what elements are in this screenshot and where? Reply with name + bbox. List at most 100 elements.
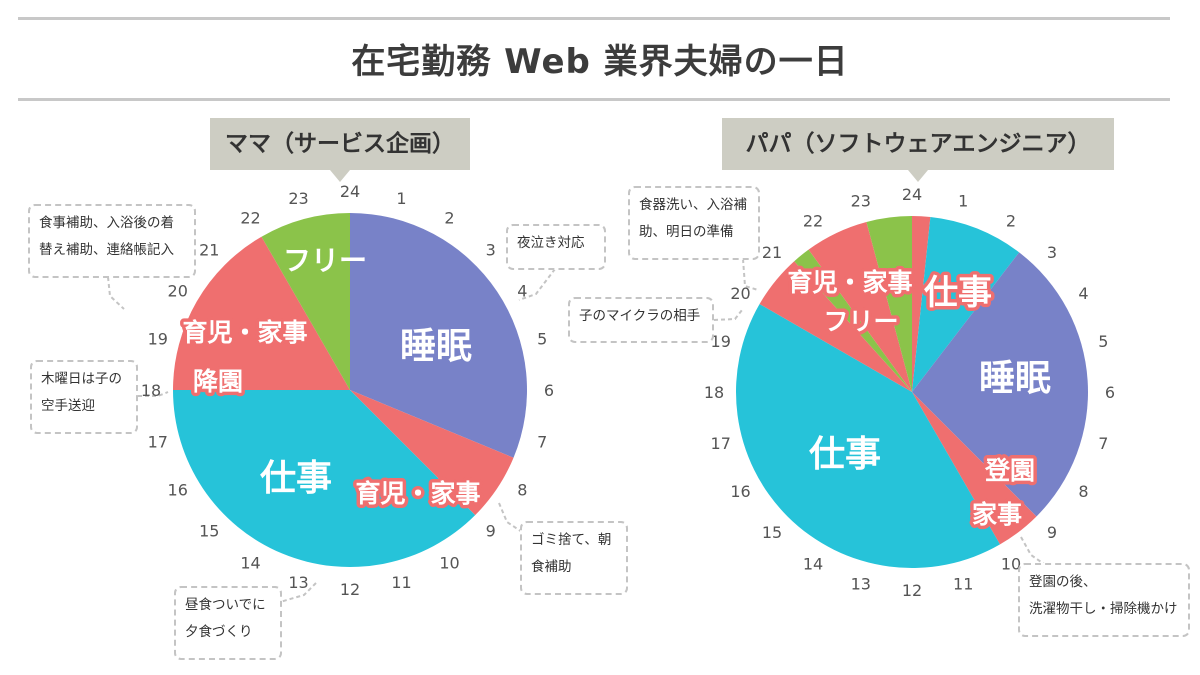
papa-hour-label: 4 [1078, 284, 1088, 303]
papa-label-housework: 家事 [972, 500, 1022, 529]
mama-hour-label: 1 [396, 189, 406, 208]
note-line: 洗濯物干し・掃除機かけ [1029, 601, 1178, 617]
leader-lines [107, 258, 1045, 603]
mama-hour-label: 14 [240, 553, 260, 572]
note-line: 食補助 [531, 559, 572, 575]
mama-slice-childcare-1 [350, 390, 514, 516]
mama-hour-label: 13 [288, 573, 308, 592]
papa-slice-sleep-2 [912, 252, 1088, 517]
papa-hour-label: 16 [730, 482, 750, 501]
papa-leader-2 [713, 309, 743, 321]
note-line: 食事補助、入浴後の着 [39, 215, 174, 231]
mama-note-lunch: 昼食ついでに 夕食づくり [174, 586, 282, 660]
mama-hour-label: 12 [340, 580, 360, 599]
mama-badge: ママ（サービス企画） [210, 118, 470, 182]
papa-slice-childcare-7 [808, 222, 912, 392]
papa-hour-label: 2 [1006, 212, 1016, 231]
papa-hour-label: 10 [1001, 555, 1021, 574]
note-line: 昼食ついでに [185, 597, 266, 613]
papa-hour-label: 3 [1047, 243, 1057, 262]
note-line: 替え補助、連絡帳記入 [39, 242, 174, 258]
mama-hour-label: 3 [486, 240, 496, 259]
papa-hour-label: 24 [902, 185, 922, 204]
papa-hour-label: 18 [704, 383, 724, 402]
mama-note-night-crying: 夜泣き対応 [506, 224, 606, 270]
mama-hour-label: 18 [141, 381, 161, 400]
mama-slice-free-4 [261, 212, 350, 390]
mama-label-childcare-1: 育児・家事 [182, 318, 307, 347]
mama-hour-label: 11 [391, 573, 411, 592]
note-line: ゴミ捨て、朝 [531, 532, 612, 548]
mama-leader-2 [518, 268, 556, 301]
mama-hour-label: 23 [288, 189, 308, 208]
mama-note-evening-care: 食事補助、入浴後の着 替え補助、連絡帳記入 [28, 204, 196, 278]
papa-slice-free-6 [794, 249, 912, 392]
note-line: 助、明日の準備 [639, 224, 734, 240]
papa-label-sleep: 睡眠 [979, 358, 1051, 399]
papa-leader-1 [742, 258, 759, 291]
title-underline-rule [18, 98, 1170, 101]
mama-label-free: フリー [283, 244, 367, 277]
mama-pie [173, 212, 528, 568]
papa-hour-label: 12 [902, 581, 922, 600]
papa-pie [736, 215, 1088, 568]
mama-hour-label: 2 [444, 209, 454, 228]
mama-hour-label: 10 [439, 553, 459, 572]
papa-hour-label: 7 [1098, 434, 1108, 453]
papa-hour-label: 6 [1105, 383, 1115, 402]
papa-leader-3 [1020, 536, 1045, 565]
note-line: 木曜日は子の [41, 371, 122, 387]
papa-hour-label: 9 [1047, 523, 1057, 542]
papa-hour-label: 23 [851, 192, 871, 211]
note-line: 空手送迎 [41, 398, 95, 414]
papa-hour-label: 14 [803, 555, 823, 574]
papa-slice-free-8 [866, 216, 912, 392]
papa-hour-label: 13 [851, 574, 871, 593]
mama-hour-label: 4 [517, 282, 527, 301]
papa-hour-label: 8 [1078, 482, 1088, 501]
mama-leader-5 [279, 582, 317, 603]
mama-hour-label: 22 [240, 209, 260, 228]
page-title: 在宅勤務 Web 業界夫婦の一日 [351, 42, 849, 82]
mama-hour-label: 24 [340, 182, 360, 201]
mama-label-childcare-2: 育児・家事 [355, 479, 480, 508]
papa-slice-work-1 [912, 216, 1020, 392]
top-rule [18, 17, 1170, 20]
mama-hour-label: 20 [168, 282, 188, 301]
papa-hour-label: 22 [803, 212, 823, 231]
papa-hour-label: 20 [730, 284, 750, 303]
note-line: 子のマイクラの相手 [579, 308, 701, 324]
papa-slice-childcare-3 [912, 392, 1037, 545]
note-line: 夜泣き対応 [517, 235, 585, 251]
mama-slice-work-2 [173, 390, 476, 568]
papa-slice-work-4 [736, 304, 1000, 568]
papa-hour-label: 17 [711, 434, 731, 453]
papa-hour-label: 19 [711, 332, 731, 351]
papa-slice-childcare-0 [912, 215, 931, 392]
papa-note-minecraft: 子のマイクラの相手 [568, 297, 714, 343]
papa-note-after-dropoff: 登園の後、 洗濯物干し・掃除機かけ [1018, 563, 1190, 637]
note-line: 夕食づくり [185, 624, 253, 640]
papa-hour-label: 11 [953, 574, 973, 593]
mama-hour-label: 9 [486, 522, 496, 541]
note-line: 食器洗い、入浴補 [639, 197, 747, 213]
papa-label-dropoff: 登園 [984, 456, 1035, 485]
papa-hour-label: 21 [762, 243, 782, 262]
papa-note-dishes: 食器洗い、入浴補 助、明日の準備 [628, 186, 760, 260]
papa-label-free: フリー [823, 307, 898, 336]
papa-slice-childcare-5 [759, 261, 912, 392]
mama-hour-label: 5 [537, 330, 547, 349]
mama-hour-label: 6 [544, 381, 554, 400]
papa-label-childcare: 育児・家事 [787, 268, 912, 297]
mama-note-karate: 木曜日は子の 空手送迎 [30, 360, 138, 434]
mama-slice-childcare-3 [173, 236, 350, 390]
mama-hour-label: 15 [199, 522, 219, 541]
mama-hour-label: 17 [148, 433, 168, 452]
mama-hour-label: 16 [168, 481, 188, 500]
papa-badge: パパ（ソフトウェアエンジニア） [722, 118, 1114, 182]
papa-hour-label: 5 [1098, 332, 1108, 351]
mama-note-morning: ゴミ捨て、朝 食補助 [520, 521, 628, 595]
papa-label-work-night: 仕事 [924, 273, 992, 313]
